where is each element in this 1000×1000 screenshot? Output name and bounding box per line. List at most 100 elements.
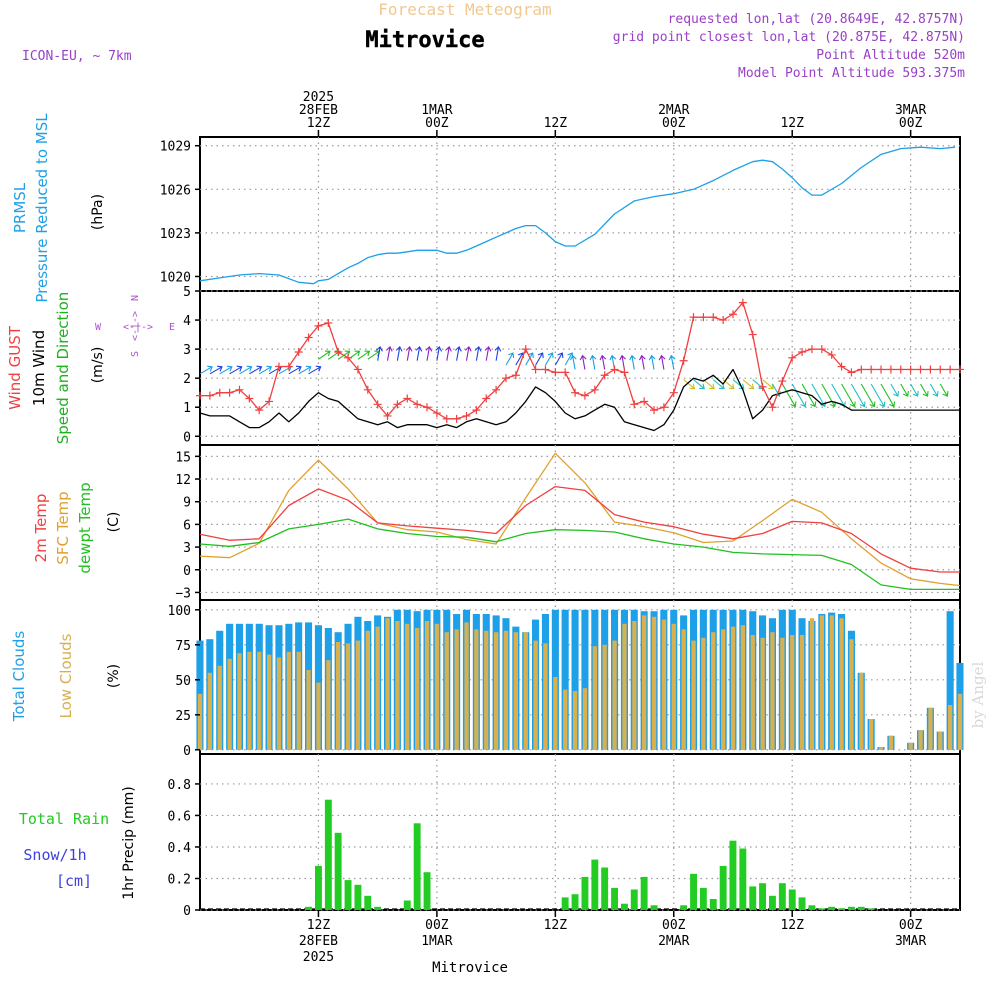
wind-direction-arrow — [742, 379, 755, 390]
low-cloud-bar — [494, 632, 499, 750]
bottom-tick-label: 00Z — [662, 918, 686, 933]
gust-marker — [472, 406, 481, 415]
gust-marker — [334, 348, 343, 357]
low-cloud-bar — [790, 635, 795, 750]
rain-bar — [640, 876, 648, 910]
y-tick-label: −3 — [175, 586, 191, 601]
wind-direction-arrow — [505, 352, 515, 366]
gust-marker — [640, 397, 649, 406]
bottom-tick-label: 12Z — [780, 918, 804, 933]
rain-bar — [808, 905, 816, 910]
rain-bar — [759, 883, 766, 910]
gust-marker — [462, 411, 471, 420]
rain-bar — [828, 906, 836, 910]
low-cloud-bar — [612, 640, 617, 750]
gust-marker — [492, 385, 501, 394]
gust-marker — [650, 406, 659, 415]
wind-direction-arrow — [298, 365, 312, 375]
low-cloud-bar — [533, 640, 538, 750]
pressure-line — [199, 146, 956, 285]
clouds-grid — [199, 599, 961, 755]
low-cloud-bar — [237, 653, 242, 750]
gust-marker — [659, 403, 668, 412]
gust-marker — [245, 394, 254, 403]
gust-marker — [719, 316, 728, 325]
top-tick-label: 2025 — [303, 90, 334, 105]
low-cloud-bar — [869, 719, 874, 750]
wind-direction-arrow — [395, 345, 403, 361]
wind-direction-arrow — [535, 352, 544, 366]
rain-bar — [334, 832, 342, 910]
low-cloud-bar — [572, 691, 578, 750]
wind-gust-label: Wind GUST — [6, 325, 24, 410]
gust-marker — [413, 400, 422, 409]
wind-direction-arrow — [890, 383, 900, 397]
compass-north: N — [130, 295, 141, 301]
gust-marker — [353, 365, 362, 374]
low-cloud-bar — [355, 640, 361, 750]
gust-marker — [669, 388, 678, 397]
y-tick-label: 75 — [175, 639, 191, 654]
rain-bar — [354, 884, 362, 910]
rain-bar — [305, 906, 312, 910]
wind-direction-arrow — [258, 365, 273, 375]
low-cloud-bar — [592, 646, 597, 750]
gust-marker — [926, 365, 935, 374]
low-cloud-bar — [217, 665, 222, 750]
compass-rose: N <-|-> S W <-|-> E — [95, 295, 175, 357]
gust-marker — [699, 313, 708, 322]
y-tick-label: 9 — [183, 496, 191, 511]
wind-direction-arrow — [569, 354, 577, 370]
rain-bar — [650, 905, 658, 910]
wind-direction-arrow — [376, 345, 383, 361]
wind-direction-arrow — [693, 379, 705, 390]
low-cloud-bar — [503, 630, 509, 750]
rain-bar — [749, 886, 757, 910]
precipitation-marks — [200, 799, 960, 910]
low-cloud-bar — [316, 682, 321, 750]
bottom-tick-label: 2025 — [303, 950, 334, 965]
rain-bar — [788, 889, 796, 910]
low-cloud-bar — [888, 735, 894, 750]
precipitation-grid — [199, 753, 961, 911]
low-cloud-bar — [938, 731, 943, 750]
low-cloud-bar — [671, 623, 676, 750]
top-tick-label: 12Z — [544, 116, 568, 131]
gust-marker — [196, 391, 204, 400]
clouds-panel: 0 25 50 75 100 Total Clouds Low Clouds (%) — [10, 599, 964, 759]
low-cloud-bar — [405, 623, 410, 750]
rain-bar — [729, 840, 737, 910]
low-cloud-bar — [257, 651, 262, 750]
low-cloud-bar — [740, 625, 745, 750]
temp-unit-label: (C) — [106, 512, 122, 533]
rain-bar — [324, 799, 332, 910]
low-cloud-bar — [948, 705, 953, 750]
total-clouds-label: Total Clouds — [10, 631, 28, 723]
gust-marker — [423, 403, 432, 412]
low-cloud-bar — [267, 654, 272, 750]
total-rain-label: Total Rain — [19, 810, 109, 828]
low-cloud-bar — [770, 632, 775, 750]
wind-direction-arrow — [683, 379, 696, 390]
sfc-temp-line — [199, 452, 961, 587]
bottom-tick-label: 1MAR — [421, 934, 452, 949]
gust-marker — [274, 362, 283, 371]
rain-bar — [680, 905, 688, 910]
gust-marker — [363, 385, 372, 394]
header: Forecast Meteogram Mitrovice ICON-EU, ~ … — [22, 0, 965, 81]
wind-direction-arrow — [821, 383, 836, 408]
y-tick-label: 3 — [183, 343, 191, 358]
low-cloud-bar — [474, 629, 479, 750]
wind-speed-direction-label: Speed and Direction — [54, 292, 72, 445]
grid-point-coordinates: grid point closest lon,lat (20.875E, 42.… — [613, 30, 965, 45]
y-tick-label: 5 — [183, 285, 191, 300]
rain-bar — [857, 906, 865, 910]
low-cloud-bar — [395, 621, 400, 750]
wind-direction-arrow — [435, 345, 443, 361]
low-cloud-bar — [760, 637, 765, 750]
gust-marker — [738, 298, 747, 307]
rain-bar — [315, 865, 322, 910]
y-tick-label: 12 — [175, 473, 191, 488]
wind-direction-arrow — [629, 354, 636, 370]
